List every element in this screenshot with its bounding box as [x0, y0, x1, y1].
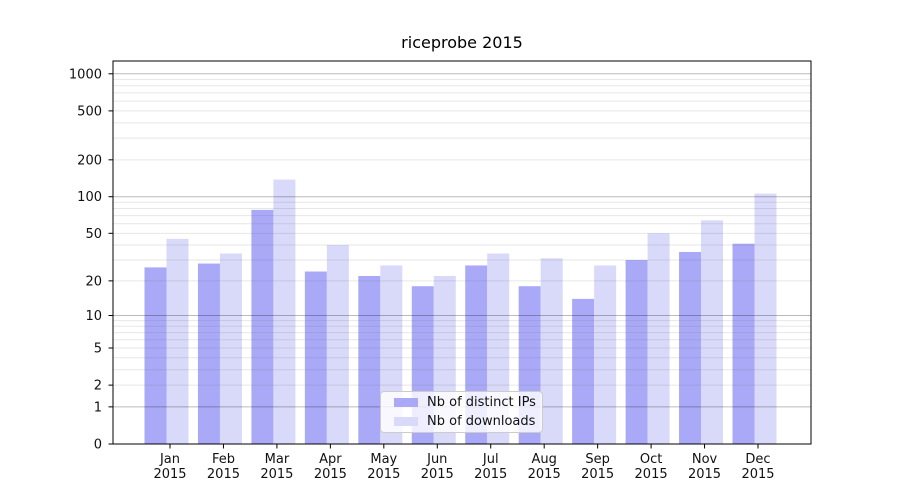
x-tick-label-year: 2015 [153, 467, 186, 482]
y-tick-label: 0 [94, 438, 102, 453]
x-tick-label-month: Jun [426, 452, 447, 467]
bar-downloads-oct [647, 233, 670, 444]
x-tick-label-month: Jan [159, 452, 180, 467]
legend-swatch-downloads-icon [394, 417, 418, 427]
bar-ips-nov [679, 251, 702, 444]
bar-ips-apr [304, 271, 327, 444]
x-tick-label-month: Feb [212, 452, 235, 467]
bar-downloads-feb [219, 253, 242, 444]
plot-border [112, 60, 812, 445]
y-tick-label: 20 [85, 274, 102, 289]
y-tick-label: 10 [85, 309, 102, 324]
y-tick-label: 1000 [69, 67, 102, 82]
bar-ips-feb [197, 263, 220, 444]
bar-ips-mar [251, 209, 274, 444]
bar-ips-jan [144, 267, 167, 444]
bar-ips-sep [572, 298, 595, 444]
bar-ips-dec [732, 243, 755, 444]
legend-item-distinct-ips: Nb of distinct IPs [394, 393, 542, 411]
bar-downloads-aug [540, 258, 563, 444]
bar-ips-oct [625, 259, 648, 444]
legend-label-distinct-ips: Nb of distinct IPs [427, 394, 536, 410]
x-tick-label-year: 2015 [314, 467, 347, 482]
x-tick-label-year: 2015 [421, 467, 454, 482]
x-tick-label-year: 2015 [528, 467, 561, 482]
y-tick-label: 2 [94, 379, 102, 394]
x-tick-label-month: Dec [745, 452, 770, 467]
x-tick-label-year: 2015 [741, 467, 774, 482]
bar-downloads-mar [273, 179, 296, 444]
bar-ips-may [358, 275, 381, 444]
x-tick-label-year: 2015 [367, 467, 400, 482]
x-tick-label-year: 2015 [635, 467, 668, 482]
y-tick-label: 500 [77, 104, 102, 119]
y-tick-label: 1 [94, 400, 102, 415]
bar-downloads-nov [701, 220, 724, 444]
x-tick-label-year: 2015 [474, 467, 507, 482]
bar-downloads-apr [326, 245, 349, 444]
x-tick-label-year: 2015 [688, 467, 721, 482]
bar-downloads-jan [166, 238, 189, 444]
x-tick-label-month: Sep [585, 452, 610, 467]
y-tick-label: 100 [77, 190, 102, 205]
legend: Nb of distinct IPs Nb of downloads [380, 391, 543, 433]
x-tick-label-month: Jul [482, 452, 499, 467]
x-tick-label-year: 2015 [260, 467, 293, 482]
y-tick-label: 200 [77, 153, 102, 168]
legend-swatch-distinct-ips-icon [394, 397, 418, 407]
x-tick-label-month: Nov [692, 452, 718, 467]
legend-label-downloads: Nb of downloads [427, 414, 536, 430]
bar-downloads-sep [594, 265, 617, 444]
x-tick-label-month: Apr [319, 452, 342, 467]
x-tick-label-month: May [370, 452, 397, 467]
bar-downloads-dec [754, 193, 777, 444]
chart-title: riceprobe 2015 [401, 33, 523, 52]
y-tick-label: 50 [85, 227, 102, 242]
x-tick-label-year: 2015 [207, 467, 240, 482]
y-tick-label: 5 [94, 341, 102, 356]
legend-item-downloads: Nb of downloads [394, 413, 542, 431]
x-tick-label-month: Oct [640, 452, 662, 467]
x-tick-label-month: Aug [531, 452, 556, 467]
x-tick-label-month: Mar [265, 452, 290, 467]
x-tick-label-year: 2015 [581, 467, 614, 482]
